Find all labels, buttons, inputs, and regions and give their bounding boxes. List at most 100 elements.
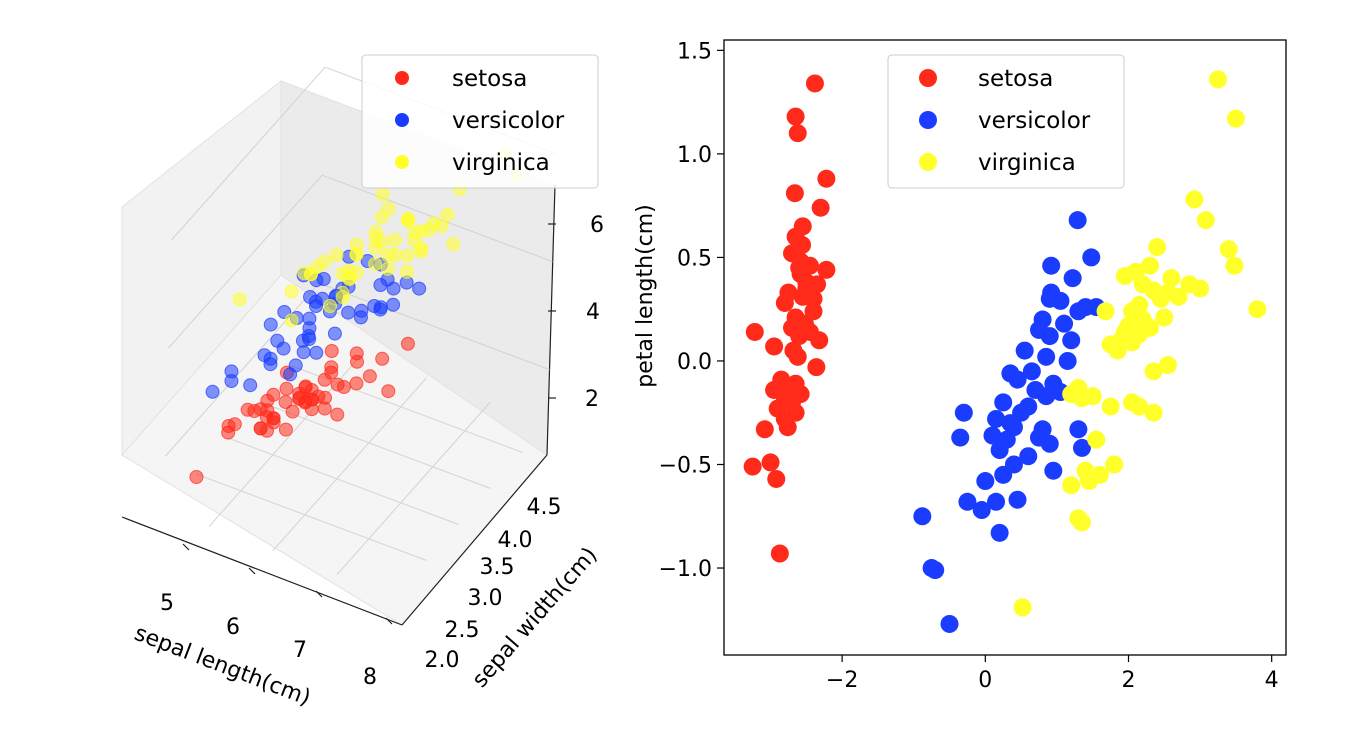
point-3d-setosa	[349, 376, 364, 391]
x-tick-label-2d: 0	[978, 668, 992, 693]
legend-2d-label-versicolor: versicolor	[978, 108, 1091, 134]
y-tick-label-2d: 0.5	[677, 246, 712, 271]
point-2d-virginica	[1196, 211, 1215, 230]
point-2d-versicolor	[1019, 447, 1038, 466]
point-3d-versicolor	[263, 317, 278, 332]
x-tick-label-3d: 8	[363, 665, 377, 690]
point-2d-versicolor	[1040, 289, 1059, 308]
point-3d-virginica	[317, 254, 332, 269]
point-3d-virginica	[387, 233, 402, 247]
point-2d-setosa	[788, 124, 807, 143]
point-2d-setosa	[811, 198, 830, 217]
point-3d-versicolor	[303, 290, 318, 304]
legend-3d: setosa versicolor virginica	[361, 54, 599, 189]
point-2d-virginica	[1162, 269, 1181, 288]
point-3d-versicolor	[205, 384, 220, 399]
point-3d-versicolor	[270, 333, 285, 348]
legend-3d-marker-versicolor	[395, 113, 409, 127]
point-3d-virginica	[369, 224, 383, 239]
point-2d-virginica	[1130, 397, 1149, 416]
point-2d-virginica	[1080, 472, 1099, 491]
point-2d-versicolor	[954, 403, 973, 422]
point-2d-setosa	[786, 107, 805, 126]
point-2d-versicolor	[1058, 351, 1077, 370]
point-3d-virginica	[349, 247, 364, 262]
point-3d-versicolor	[316, 272, 331, 286]
point-2d-setosa	[755, 420, 774, 439]
legend-2d-label-setosa: setosa	[978, 66, 1053, 92]
point-3d-setosa	[375, 351, 390, 366]
point-2d-versicolor	[990, 523, 1009, 542]
point-2d-virginica	[1155, 308, 1174, 327]
point-3d-setosa	[221, 419, 236, 433]
edge-z	[546, 184, 556, 456]
legend-3d-label-versicolor: versicolor	[452, 108, 565, 134]
point-2d-versicolor	[940, 614, 959, 633]
point-2d-versicolor	[1042, 256, 1061, 275]
x-axis-label-3d: sepal length(cm)	[131, 621, 314, 711]
point-3d-setosa	[324, 360, 339, 375]
point-2d-versicolor	[1008, 490, 1027, 509]
point-2d-versicolor	[976, 472, 995, 491]
point-3d-versicolor	[386, 297, 401, 312]
point-2d-versicolor	[958, 492, 977, 511]
point-3d-setosa	[260, 403, 275, 418]
point-3d-versicolor	[283, 367, 298, 382]
point-3d-virginica	[400, 248, 415, 263]
x-tick-label-2d: −2	[826, 668, 858, 693]
point-2d-virginica	[1105, 455, 1124, 474]
y-tick-label-3d: 2.5	[445, 618, 480, 643]
point-2d-virginica	[1248, 300, 1267, 319]
legend-3d-marker-virginica	[395, 155, 409, 169]
y-tick-label-3d: 4.0	[498, 528, 533, 553]
scatter-2d-plot: −2 0 2 4 −1.0 −0.5 0.0 0.5 1.0 1.5 petal length(c…	[633, 39, 1287, 693]
point-3d-virginica	[401, 212, 416, 226]
point-2d-versicolor	[994, 393, 1013, 412]
x-tick-label-2d: 2	[1121, 668, 1135, 693]
point-2d-virginica	[1101, 397, 1120, 416]
point-2d-virginica	[1062, 476, 1081, 495]
point-2d-virginica	[1013, 598, 1032, 617]
point-3d-virginica	[446, 237, 461, 252]
point-3d-virginica	[407, 233, 422, 248]
point-3d-versicolor	[354, 303, 369, 318]
x-tick-mark-3d	[385, 617, 393, 625]
point-3d-versicolor	[224, 374, 239, 388]
point-2d-versicolor	[1044, 461, 1063, 480]
point-2d-virginica	[1151, 289, 1170, 308]
y-axis-label-2d: petal length(cm)	[633, 204, 658, 388]
point-3d-virginica	[380, 261, 395, 276]
point-2d-setosa	[778, 418, 797, 437]
x-tick-label-3d: 6	[226, 615, 240, 640]
x-tick-mark-3d	[315, 590, 323, 598]
points-3d	[189, 147, 525, 484]
point-2d-setosa	[817, 260, 836, 279]
z-tick-label-3d: 4	[586, 300, 600, 325]
point-2d-virginica	[1123, 333, 1142, 352]
point-3d-versicolor	[327, 326, 342, 341]
point-3d-virginica	[329, 248, 344, 262]
point-3d-setosa	[330, 377, 345, 392]
point-2d-versicolor	[951, 428, 970, 447]
point-2d-versicolor	[972, 501, 991, 520]
edge-front-y	[401, 454, 548, 626]
legend-2d-marker-versicolor	[919, 111, 937, 129]
point-3d-virginica	[368, 240, 383, 255]
point-2d-setosa	[785, 184, 804, 203]
y-tick-label-3d: 2.0	[425, 648, 460, 673]
point-2d-virginica	[1140, 256, 1159, 275]
point-3d-virginica	[349, 265, 364, 280]
point-2d-setosa	[761, 453, 780, 472]
grid-line-3d	[171, 66, 326, 241]
legend-2d: setosa versicolor virginica	[887, 54, 1125, 189]
point-3d-setosa	[317, 372, 332, 387]
point-3d-setosa	[317, 401, 332, 416]
point-2d-setosa	[775, 293, 794, 312]
point-2d-setosa	[790, 258, 809, 277]
point-2d-virginica	[1208, 70, 1227, 89]
point-3d-setosa	[381, 384, 396, 399]
point-2d-virginica	[1108, 341, 1127, 360]
y-tick-label-2d: −1.0	[659, 557, 712, 582]
point-3d-setosa	[279, 381, 294, 396]
